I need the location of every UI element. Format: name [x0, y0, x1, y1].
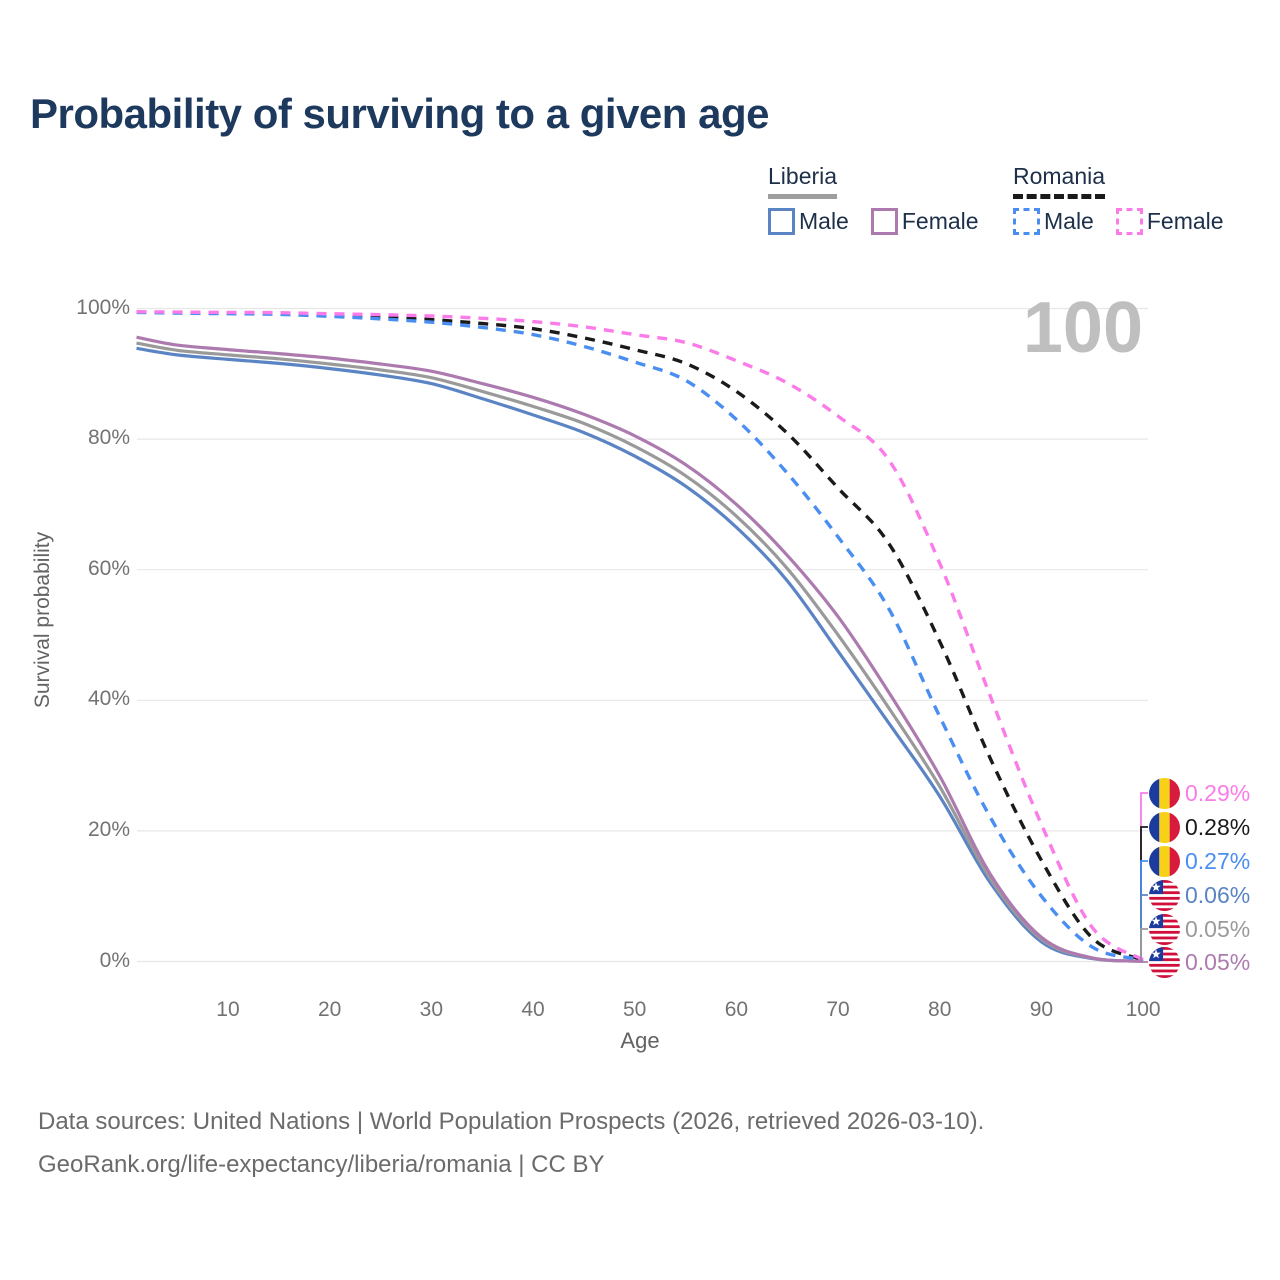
legend-item-label: Male	[1044, 208, 1094, 234]
legend-country-label: Liberia	[768, 163, 838, 199]
legend-items-row: Male Female	[1013, 208, 1246, 235]
romania-flag	[1149, 777, 1180, 809]
legend-item-liberia-male[interactable]: Male	[768, 208, 849, 235]
legend-item-romania-female[interactable]: Female	[1115, 208, 1224, 235]
legend-item-label: Female	[1146, 208, 1224, 234]
legend-item-label: Female	[901, 208, 979, 234]
legend-item-romania-male[interactable]: Male	[1013, 208, 1094, 235]
footer: Data sources: United Nations | World Pop…	[38, 1100, 984, 1186]
end-label-value: 0.27%	[1185, 847, 1251, 874]
legend-item-label: Male	[799, 208, 849, 234]
x-tick-label: 60	[724, 998, 749, 1021]
x-tick-label: 50	[623, 998, 647, 1021]
romania-flag-icon	[1149, 811, 1180, 843]
liberia-flag	[1149, 879, 1180, 911]
y-tick-label: 0%	[99, 948, 130, 972]
series-line-liberia-male	[136, 346, 1144, 963]
legend-item-liberia-female[interactable]: Female	[870, 208, 979, 235]
liberia-flag-icon	[1149, 913, 1180, 945]
end-label-row: 0.05%	[1149, 946, 1250, 978]
leader-line	[1140, 894, 1148, 957]
y-tick-label: 80%	[87, 426, 130, 450]
series-line-romania-female	[136, 310, 1144, 962]
page-title: Probability of surviving to a given age	[30, 90, 769, 137]
y-tick-label: 20%	[87, 817, 130, 841]
end-label-value: 0.28%	[1185, 813, 1251, 840]
x-tick-label: 80	[928, 998, 952, 1021]
legend-swatch-icon	[1013, 208, 1040, 235]
romania-flag-icon	[1149, 845, 1180, 877]
end-label-row: 0.06%	[1149, 879, 1250, 911]
x-tick-label: 90	[1029, 998, 1054, 1021]
y-tick-label: 40%	[87, 687, 130, 711]
series-line-liberia-female	[136, 335, 1144, 963]
legend-swatch-icon	[768, 208, 795, 235]
liberia-flag	[1149, 913, 1180, 945]
x-tick-label: 30	[419, 998, 443, 1021]
legend-swatch-icon	[870, 208, 898, 235]
x-tick-label: 70	[826, 998, 850, 1021]
legend-swatch-icon	[1115, 208, 1143, 235]
legend-items-row: Male Female	[768, 208, 1001, 235]
liberia-flag-icon	[1149, 946, 1180, 978]
end-label-value: 0.29%	[1185, 779, 1251, 806]
leader-line	[1140, 792, 1148, 957]
footer-attribution: GeoRank.org/life-expectancy/liberia/roma…	[38, 1151, 605, 1178]
x-tick-label: 40	[521, 998, 545, 1021]
legend-group-liberia: Liberia Male Female	[768, 163, 1001, 235]
leader-line	[1140, 826, 1148, 957]
romania-flag	[1149, 811, 1180, 843]
liberia-flag	[1149, 946, 1180, 978]
x-axis-label: Age	[620, 1028, 660, 1053]
series-line-romania-male	[136, 310, 1144, 962]
liberia-flag-icon	[1149, 879, 1180, 911]
romania-flag-icon	[1149, 777, 1180, 809]
romania-flag	[1149, 845, 1180, 877]
legend-country-label: Romania	[1013, 163, 1106, 199]
end-label-value: 0.05%	[1185, 948, 1251, 975]
end-label-row: 0.28%	[1149, 811, 1250, 843]
leader-line	[1140, 928, 1148, 957]
end-label-value: 0.05%	[1185, 915, 1251, 942]
end-label-row: 0.29%	[1149, 777, 1250, 809]
leader-line	[1140, 957, 1148, 963]
legend-group-romania: Romania Male Female	[1013, 163, 1246, 235]
series-line-liberia-both-sexes	[136, 341, 1144, 963]
x-tick-label: 10	[216, 998, 240, 1021]
age-counter-watermark: 100	[1022, 288, 1143, 368]
x-tick-label: 20	[317, 998, 342, 1021]
end-label-row: 0.27%	[1149, 845, 1250, 877]
end-label-value: 0.06%	[1185, 881, 1251, 908]
leader-line	[1140, 860, 1148, 957]
x-tick-label: 100	[1125, 998, 1161, 1021]
series-line-romania-both-sexes	[136, 310, 1144, 962]
footer-data-sources: Data sources: United Nations | World Pop…	[38, 1108, 985, 1135]
end-label-row: 0.05%	[1149, 913, 1250, 945]
y-tick-label: 60%	[87, 556, 130, 580]
y-tick-label: 100%	[76, 295, 130, 319]
